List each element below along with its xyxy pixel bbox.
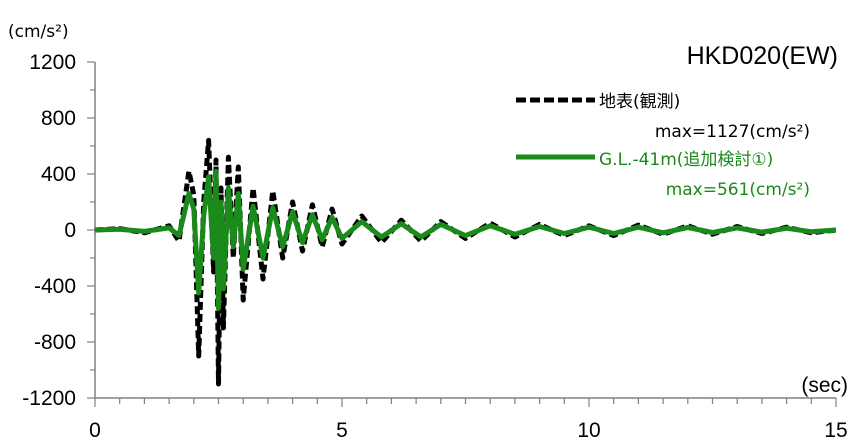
y-tick-label: -400 bbox=[34, 275, 76, 298]
series-layer bbox=[94, 137, 837, 387]
y-tick-label: -800 bbox=[34, 331, 76, 354]
legend-max-1: max=1127(cm/s²) bbox=[655, 122, 810, 142]
x-axis-unit: (sec) bbox=[801, 374, 848, 397]
legend-label-1: 地表(観測) bbox=[599, 92, 680, 112]
y-tick-label: 400 bbox=[41, 163, 76, 186]
x-tick-label: 5 bbox=[336, 419, 348, 442]
x-tick-label: 10 bbox=[577, 419, 600, 442]
y-tick-label: 0 bbox=[64, 219, 76, 242]
legend-layer: 地表(観測) max=1127(cm/s²) G.L.-41m(追加検討①) max=… bbox=[516, 92, 810, 200]
legend-max-2: max=561(cm/s²) bbox=[666, 180, 810, 200]
y-tick-label: 1200 bbox=[29, 51, 76, 74]
x-tick-label: 0 bbox=[89, 419, 101, 442]
y-axis-unit: (cm/s²) bbox=[8, 22, 69, 42]
y-tick-label: 800 bbox=[41, 107, 76, 130]
x-tick-label: 15 bbox=[824, 419, 847, 442]
legend-label-2: G.L.-41m(追加検討①) bbox=[599, 150, 773, 170]
series-line-2 bbox=[94, 168, 837, 311]
y-tick-label: -1200 bbox=[22, 387, 76, 410]
chart-title: HKD020(EW) bbox=[687, 42, 838, 70]
axes-layer: 0 5 10 15 1200 800 400 0 -400 -800 -1200 (cm/s²) (se… bbox=[8, 22, 848, 442]
